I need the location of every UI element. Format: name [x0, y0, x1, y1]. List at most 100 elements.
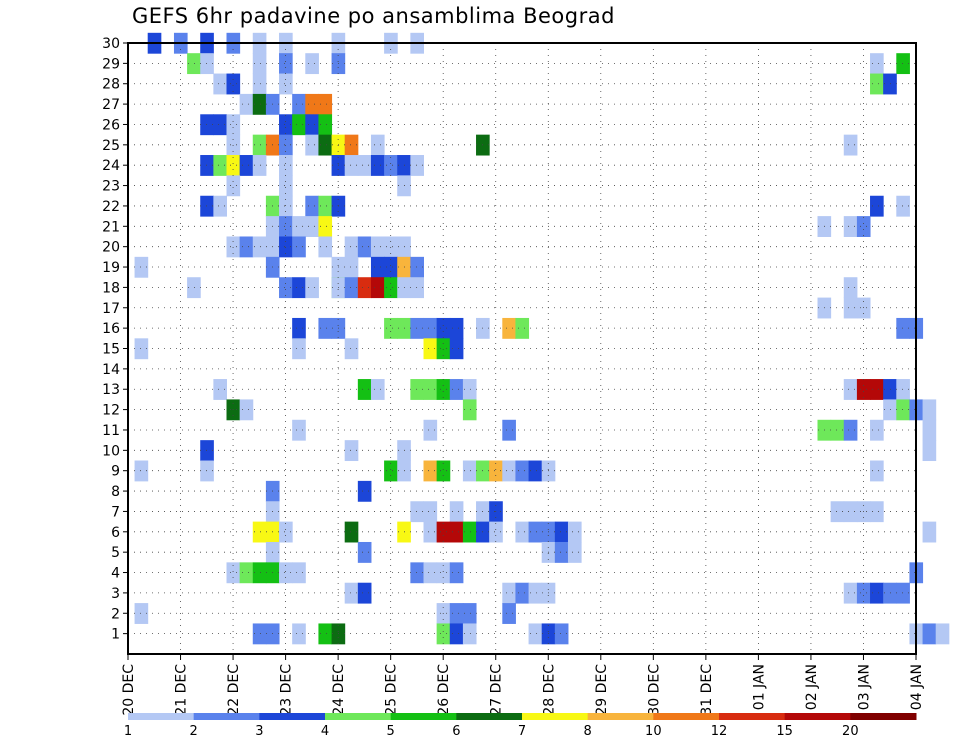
heatmap-cell — [896, 379, 910, 400]
heatmap-cell — [410, 501, 424, 523]
heatmap-cell — [357, 277, 372, 299]
heatmap-cell — [279, 114, 293, 136]
legend-label: 20 — [842, 724, 859, 739]
heatmap-cell — [318, 236, 333, 258]
y-axis-ticks: 1234567891011121314151617181920212223242… — [102, 36, 128, 643]
heatmap-cell — [830, 419, 845, 441]
heatmap-cell — [922, 623, 937, 645]
heatmap-cell — [226, 73, 241, 95]
heatmap-cell — [410, 562, 424, 584]
heatmap-cell — [292, 216, 306, 237]
heatmap-cell — [279, 216, 293, 237]
y-tick-label: 25 — [102, 138, 120, 154]
heatmap-cell — [200, 440, 214, 462]
heatmap-cell — [134, 603, 149, 624]
x-tick-label: 31 DEC — [699, 664, 715, 716]
heatmap-cell — [384, 256, 398, 278]
legend-label: 6 — [452, 724, 460, 739]
legend-swatch — [653, 713, 720, 720]
y-tick-label: 29 — [102, 56, 120, 72]
y-tick-label: 6 — [111, 525, 120, 541]
heatmap-cell — [279, 195, 293, 217]
heatmap-cell — [226, 175, 241, 197]
heatmap-cell — [292, 338, 306, 360]
y-tick-label: 26 — [102, 117, 120, 133]
legend-label: 10 — [645, 724, 662, 739]
heatmap-cell — [515, 317, 530, 339]
heatmap-cell — [305, 134, 319, 156]
heatmap-cell — [856, 379, 871, 400]
legend-label: 15 — [776, 724, 793, 739]
heatmap-cell — [384, 317, 398, 339]
heatmap-cell — [305, 216, 319, 237]
heatmap-cell — [554, 521, 569, 543]
x-tick-label: 01 JAN — [751, 664, 767, 710]
heatmap-cell — [567, 541, 582, 563]
heatmap-cell — [843, 277, 858, 299]
y-tick-label: 18 — [102, 280, 120, 296]
heatmap-cell — [896, 399, 910, 421]
heatmap-cell — [239, 236, 254, 258]
heatmap-cell — [226, 114, 241, 136]
heatmap-cell — [344, 440, 359, 462]
heatmap-cell — [279, 155, 293, 176]
y-tick-label: 1 — [111, 627, 120, 643]
heatmap-cell — [279, 562, 293, 584]
x-tick-label: 02 JAN — [804, 664, 820, 710]
heatmap-cell — [449, 623, 464, 645]
heatmap-cell — [213, 379, 227, 400]
legend-label: 4 — [321, 724, 329, 739]
heatmap-cell — [239, 562, 254, 584]
heatmap-cell — [305, 277, 319, 299]
heatmap-cell — [449, 603, 464, 624]
heatmap-cell — [357, 379, 372, 400]
heatmap-cell — [134, 460, 149, 482]
heatmap-cell — [226, 562, 241, 584]
heatmap-cell — [423, 521, 438, 543]
heatmap-cell — [462, 379, 477, 400]
heatmap-cell — [436, 562, 451, 584]
heatmap-cell — [436, 521, 451, 543]
legend-swatch — [784, 713, 851, 720]
heatmap-cell — [344, 338, 359, 360]
heatmap-cell — [305, 114, 319, 136]
heatmap-cell — [252, 93, 267, 115]
heatmap-cell — [384, 236, 398, 258]
heatmap-cell — [554, 623, 569, 645]
legend-label: 7 — [518, 724, 526, 739]
heatmap-cell — [344, 155, 359, 176]
heatmap-cell — [279, 521, 293, 543]
x-tick-label: 04 JAN — [909, 664, 925, 710]
x-tick-label: 24 DEC — [331, 664, 347, 716]
heatmap-cell — [292, 277, 306, 299]
heatmap-cell — [252, 53, 267, 75]
heatmap-cell — [567, 521, 582, 543]
heatmap-cell — [870, 419, 884, 441]
y-tick-label: 13 — [102, 382, 120, 398]
heatmap-cell — [922, 399, 937, 421]
x-tick-label: 22 DEC — [226, 664, 242, 716]
heatmap-cell — [449, 521, 464, 543]
heatmap-cell — [410, 379, 424, 400]
heatmap-cell — [344, 582, 359, 604]
legend-swatch — [850, 713, 917, 720]
y-tick-label: 15 — [102, 342, 120, 358]
heatmap-cell — [515, 460, 530, 482]
heatmap-cell — [370, 256, 385, 278]
heatmap-cell — [502, 419, 516, 441]
heatmap-cell — [502, 582, 516, 604]
heatmap-cell — [344, 277, 359, 299]
x-tick-label: 03 JAN — [856, 664, 872, 710]
heatmap-cell — [423, 562, 438, 584]
heatmap-cell — [843, 379, 858, 400]
heatmap-cell — [449, 562, 464, 584]
heatmap-cell — [410, 256, 424, 278]
heatmap-cell — [462, 623, 477, 645]
heatmap-cell — [213, 155, 227, 176]
y-tick-label: 19 — [102, 260, 120, 276]
heatmap-cell — [370, 277, 385, 299]
heatmap-cell — [279, 175, 293, 197]
heatmap-cell — [292, 114, 306, 136]
legend-swatch — [587, 713, 654, 720]
heatmap-cell — [239, 93, 254, 115]
